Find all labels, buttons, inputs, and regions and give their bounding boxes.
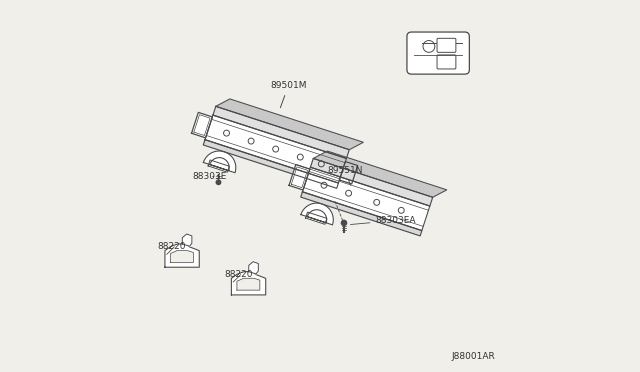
Polygon shape bbox=[205, 115, 346, 183]
Polygon shape bbox=[191, 112, 212, 138]
Text: 88220: 88220 bbox=[224, 270, 253, 279]
Polygon shape bbox=[289, 164, 310, 190]
Text: 88220: 88220 bbox=[157, 243, 186, 251]
Text: 89501M: 89501M bbox=[270, 81, 307, 108]
Polygon shape bbox=[303, 167, 430, 231]
Polygon shape bbox=[249, 262, 259, 274]
Text: 88303EA: 88303EA bbox=[351, 216, 416, 225]
Polygon shape bbox=[165, 244, 199, 267]
Polygon shape bbox=[204, 140, 339, 188]
Polygon shape bbox=[237, 278, 260, 290]
Circle shape bbox=[341, 220, 347, 225]
Text: 89551N: 89551N bbox=[328, 166, 363, 185]
Polygon shape bbox=[216, 99, 364, 150]
Polygon shape bbox=[310, 158, 433, 206]
Text: J88001AR: J88001AR bbox=[452, 352, 495, 361]
Polygon shape bbox=[301, 203, 333, 225]
FancyBboxPatch shape bbox=[407, 32, 469, 74]
Polygon shape bbox=[204, 151, 236, 173]
Polygon shape bbox=[339, 161, 358, 184]
Polygon shape bbox=[305, 212, 327, 224]
Polygon shape bbox=[170, 251, 193, 262]
Polygon shape bbox=[182, 234, 192, 246]
Polygon shape bbox=[314, 151, 447, 197]
Polygon shape bbox=[301, 192, 422, 236]
Circle shape bbox=[216, 180, 221, 185]
FancyBboxPatch shape bbox=[437, 38, 456, 52]
Text: 88303E: 88303E bbox=[193, 171, 227, 181]
Polygon shape bbox=[213, 106, 349, 158]
Polygon shape bbox=[208, 160, 229, 172]
FancyBboxPatch shape bbox=[437, 55, 456, 69]
Polygon shape bbox=[232, 272, 266, 295]
